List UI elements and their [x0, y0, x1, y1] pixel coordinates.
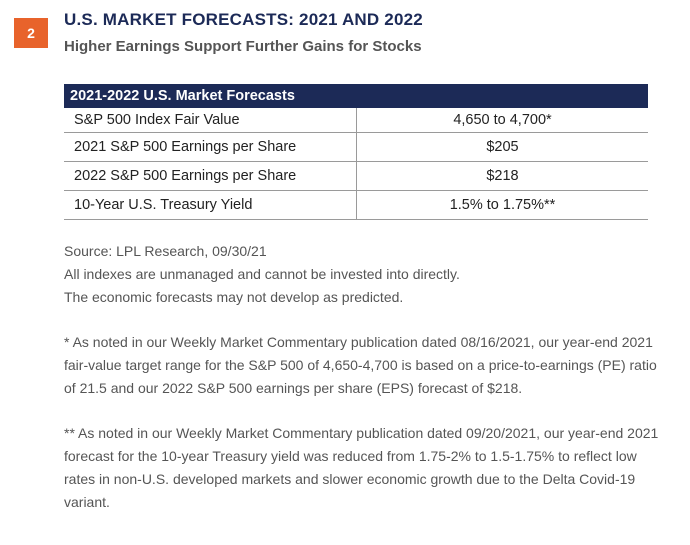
row-label: 2021 S&P 500 Earnings per Share [64, 133, 357, 161]
table-row: 10-Year U.S. Treasury Yield 1.5% to 1.75… [64, 191, 648, 220]
row-label: 10-Year U.S. Treasury Yield [64, 191, 357, 219]
forecast-table: 2021-2022 U.S. Market Forecasts S&P 500 … [64, 84, 648, 220]
footnote-fair-value: * As noted in our Weekly Market Commenta… [64, 334, 657, 396]
row-value: 1.5% to 1.75%** [449, 197, 556, 213]
disclaimer-forecasts: The economic forecasts may not develop a… [64, 289, 404, 305]
row-value: $205 [486, 139, 519, 155]
figure-number-badge: 2 [14, 18, 48, 48]
source-note: Source: LPL Research, 09/30/21 [64, 243, 267, 259]
figure-title: U.S. MARKET FORECASTS: 2021 AND 2022 [64, 10, 423, 29]
row-value: 4,650 to 4,700* [453, 112, 552, 128]
disclaimer-indexes: All indexes are unmanaged and cannot be … [64, 266, 460, 282]
notes-section: Source: LPL Research, 09/30/21 All index… [64, 240, 664, 514]
footnote-treasury-yield: ** As noted in our Weekly Market Comment… [64, 425, 659, 510]
table-header: 2021-2022 U.S. Market Forecasts [64, 84, 648, 108]
row-label: 2022 S&P 500 Earnings per Share [64, 162, 357, 190]
row-value: $218 [486, 168, 519, 184]
table-row: 2021 S&P 500 Earnings per Share $205 [64, 133, 648, 162]
figure-subtitle: Higher Earnings Support Further Gains fo… [64, 38, 422, 55]
table-row: S&P 500 Index Fair Value 4,650 to 4,700* [64, 108, 648, 133]
table-row: 2022 S&P 500 Earnings per Share $218 [64, 162, 648, 191]
row-label: S&P 500 Index Fair Value [64, 108, 357, 132]
